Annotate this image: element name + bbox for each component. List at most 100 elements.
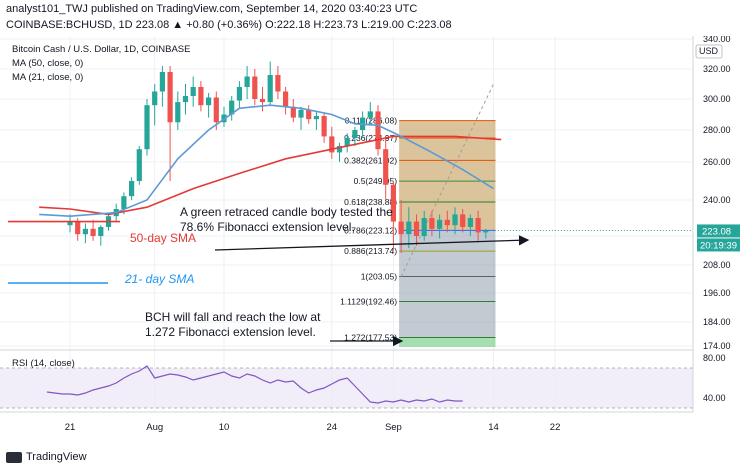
annotation-text-2b: 1.272 Fibonacci extension level. <box>145 325 316 339</box>
ma21-line <box>39 104 494 218</box>
arrow-to-candle <box>214 235 530 251</box>
fib-label-0: 0.114(286.08) <box>345 116 397 126</box>
price-pane <box>0 36 693 347</box>
rsi-label: RSI (14, close) <box>12 358 75 369</box>
candle-19 <box>213 97 219 123</box>
price-tick-10: 174.00 <box>703 341 731 351</box>
candle-0 <box>67 221 73 226</box>
price-tick-5: 240.00 <box>703 195 731 205</box>
annotation-21sma: 21- day SMA <box>124 272 194 286</box>
candle-39 <box>367 111 373 118</box>
price-tick-9: 184.00 <box>703 317 731 327</box>
price-tick-7: 208.00 <box>703 260 731 270</box>
candle-46 <box>421 218 427 236</box>
price-tick-1: 320.00 <box>703 64 731 74</box>
candle-29 <box>290 106 296 118</box>
candle-31 <box>306 109 312 120</box>
candle-26 <box>267 75 273 103</box>
candle-45 <box>413 221 420 236</box>
fib-label-3: 0.5(249.95) <box>354 176 398 186</box>
candle-43 <box>398 221 404 235</box>
candle-35 <box>336 146 343 153</box>
tradingview-icon <box>6 451 22 463</box>
candle-41 <box>383 149 389 185</box>
candle-30 <box>298 109 304 118</box>
fib-label-6: 0.886(213.74) <box>344 246 397 256</box>
candle-1 <box>75 221 81 235</box>
fib-label-9: 1.272(177.53) <box>344 333 397 343</box>
candle-54 <box>483 230 489 233</box>
candle-50 <box>452 214 458 226</box>
symbol-ohlc: COINBASE:BCHUSD, 1D 223.08 ▲ +0.80 (+0.3… <box>6 19 452 31</box>
fib-zone-lower <box>399 230 496 338</box>
candle-22 <box>236 87 242 101</box>
fib-label-2: 0.382(261.02) <box>344 155 397 165</box>
candle-47 <box>429 218 435 229</box>
price-tick-8: 196.00 <box>703 288 731 298</box>
candle-44 <box>406 221 412 235</box>
candle-3 <box>90 228 96 236</box>
candle-4 <box>98 227 104 236</box>
candle-12 <box>159 72 165 92</box>
legend-item-2: MA (21, close, 0) <box>12 72 83 83</box>
x-tick-1: Aug <box>146 422 163 433</box>
annotation-50sma: 50-day SMA <box>130 231 196 245</box>
price-badge: 223.08 <box>702 226 731 237</box>
fib-zone-bottom <box>399 337 496 347</box>
fib-label-8: 1.1129(192.46) <box>340 297 397 307</box>
x-tick-3: 24 <box>327 422 338 433</box>
price-tick-4: 260.00 <box>703 157 731 167</box>
candle-14 <box>175 102 181 123</box>
candle-53 <box>475 218 481 233</box>
annotation-text-1b: 78.6% Fibonacci extension level. <box>180 220 355 234</box>
legend-item-1: MA (50, close, 0) <box>12 58 83 69</box>
tradingview-logo[interactable]: TradingView <box>6 451 87 463</box>
candle-49 <box>444 219 450 226</box>
price-tick-2: 300.00 <box>703 94 731 104</box>
ma50-line <box>39 135 502 216</box>
candle-9 <box>136 149 142 181</box>
candle-16 <box>190 87 196 96</box>
candle-27 <box>275 75 281 92</box>
publish-info: analyst101_TWJ published on TradingView.… <box>6 3 418 15</box>
candle-28 <box>283 91 289 107</box>
x-tick-5: 14 <box>488 422 499 433</box>
fib-label-5: 0.786(223.12) <box>344 225 397 235</box>
fib-label-1: 0.236(274.97) <box>344 133 397 143</box>
candle-15 <box>182 96 189 103</box>
chart-header: analyst101_TWJ published on TradingView.… <box>0 0 740 36</box>
candle-13 <box>167 72 173 123</box>
candle-51 <box>460 214 466 227</box>
annotation-text-1a: A green retraced candle body tested the <box>180 205 393 219</box>
candle-37 <box>352 130 358 138</box>
candle-42 <box>390 184 396 222</box>
x-tick-2: 10 <box>219 422 230 433</box>
rsi-tick-0: 80.00 <box>703 353 726 363</box>
fib-label-7: 1(203.05) <box>361 272 398 282</box>
x-tick-4: Sep <box>385 422 402 433</box>
currency-box <box>695 44 723 59</box>
x-tick-0: 21 <box>65 422 76 433</box>
candle-48 <box>437 219 443 229</box>
price-tick-3: 280.00 <box>703 125 731 135</box>
countdown-badge: 20:19:39 <box>700 240 737 251</box>
candle-36 <box>344 138 350 146</box>
candle-17 <box>198 87 204 106</box>
candle-8 <box>129 181 135 197</box>
tradingview-brand: TradingView <box>26 451 87 463</box>
candle-40 <box>375 111 381 150</box>
price-tick-0: 340.00 <box>703 34 731 44</box>
rsi-line <box>46 365 463 404</box>
fib-label-4: 0.618(238.88) <box>344 197 397 207</box>
candle-18 <box>206 97 212 106</box>
rsi-tick-1: 40.00 <box>703 393 726 403</box>
candle-23 <box>244 76 250 87</box>
candle-7 <box>121 196 127 209</box>
candle-21 <box>229 100 235 115</box>
rsi-band <box>0 368 693 408</box>
candle-24 <box>252 76 258 99</box>
legend-item-0: Bitcoin Cash / U.S. Dollar, 1D, COINBASE <box>12 44 190 55</box>
x-tick-6: 22 <box>550 422 561 433</box>
footer-bar <box>0 446 740 469</box>
